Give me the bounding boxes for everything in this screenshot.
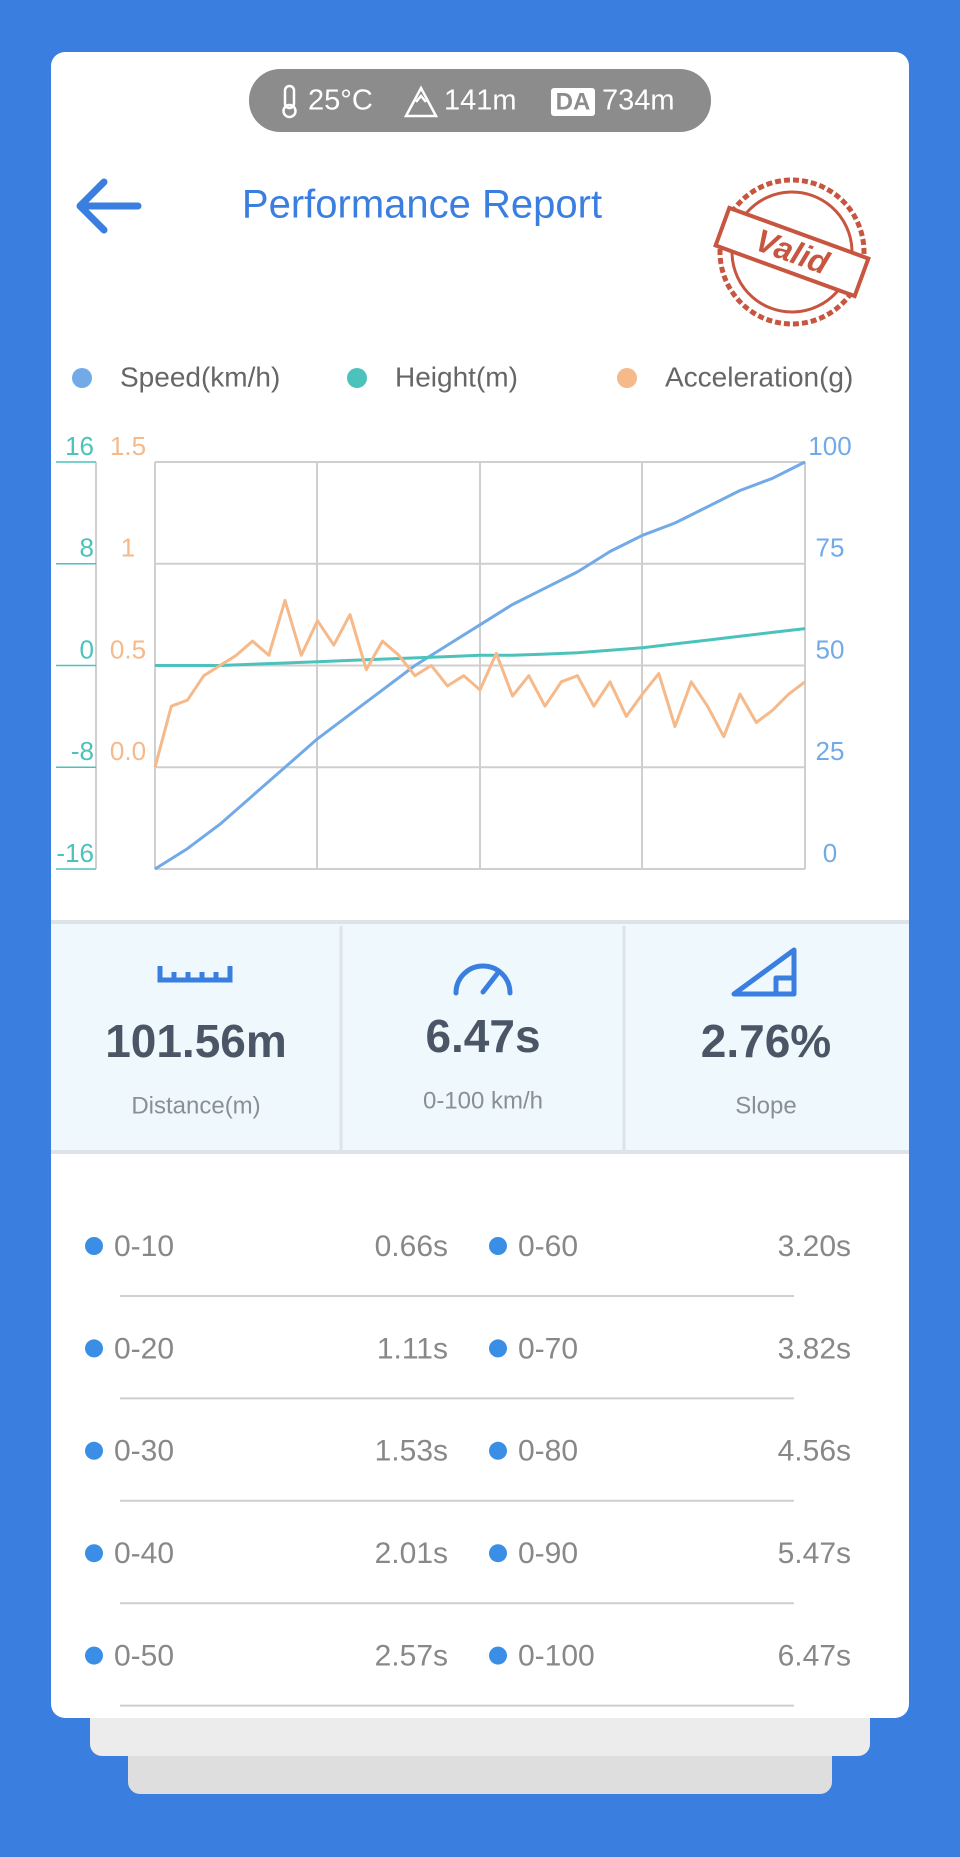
y-tick-label: 25 [816, 736, 845, 766]
speedometer-icon [453, 963, 513, 996]
y-tick-label: 50 [816, 634, 845, 664]
valid-stamp: Valid [713, 177, 871, 327]
split-table: 0-10 0.66s 0-60 3.20s 0-20 1.11s 0-70 3.82s 0-30… [85, 1230, 851, 1707]
split-time: 4.56s [778, 1435, 851, 1468]
y-tick-label: 1.5 [110, 431, 146, 461]
density-altitude: 734m [602, 85, 675, 117]
row-dot [85, 1646, 103, 1665]
stat-value: 101.56m [105, 1015, 287, 1067]
split-label: 0-30 [114, 1435, 174, 1468]
y-tick-label: 0.5 [110, 634, 146, 664]
split-label: 0-40 [114, 1537, 174, 1570]
row-dot [85, 1339, 103, 1358]
y-tick-label: 0 [823, 838, 837, 868]
card [51, 52, 909, 1718]
split-time: 1.11s [377, 1332, 448, 1365]
page-title: Performance Report [242, 183, 602, 227]
mountain-icon [403, 85, 439, 118]
y-tick-label: 100 [808, 431, 851, 461]
series-line [154, 460, 806, 871]
row-dot [489, 1339, 507, 1358]
legend-marker [72, 368, 92, 388]
split-time: 2.01s [375, 1537, 448, 1570]
split-time: 1.53s [375, 1435, 448, 1468]
row-dot [85, 1544, 103, 1563]
y-tick-label: 8 [80, 533, 94, 563]
thermometer-icon [282, 84, 297, 119]
stats-panel [51, 922, 909, 1152]
stat-label: Slope [735, 1092, 796, 1119]
y-tick-label: 75 [816, 533, 845, 563]
split-time: 5.47s [778, 1537, 851, 1570]
stat-label: Distance(m) [131, 1092, 260, 1119]
split-label: 0-70 [518, 1332, 578, 1365]
split-label: 0-100 [518, 1640, 595, 1673]
y-tick-label: 0.0 [110, 736, 146, 766]
split-label: 0-20 [114, 1332, 174, 1365]
conditions-pill [249, 69, 711, 132]
split-time: 0.66s [375, 1230, 448, 1263]
split-label: 0-50 [114, 1640, 174, 1673]
y-tick-label: 0 [80, 634, 94, 664]
row-dot [489, 1441, 507, 1460]
series-line [155, 627, 806, 667]
split-time: 2.57s [375, 1640, 448, 1673]
legend-marker [347, 368, 367, 388]
legend-label: Acceleration(g) [665, 361, 853, 392]
split-time: 6.47s [778, 1640, 851, 1673]
stats: 101.56m Distance(m) 6.47s 0-100 km/h 2.76% Sl… [105, 1010, 831, 1119]
back-button[interactable] [76, 178, 142, 234]
legend-label: Speed(km/h) [120, 361, 280, 392]
y-tick-label: -16 [56, 838, 94, 868]
da-badge-text: DA [556, 88, 591, 115]
stat-value: 6.47s [425, 1010, 540, 1062]
row-dot [489, 1544, 507, 1563]
y-tick-label: 1 [121, 533, 135, 563]
legend-marker [617, 368, 637, 388]
stat-label: 0-100 km/h [423, 1087, 543, 1114]
altitude: 141m [444, 85, 517, 117]
temperature: 25°C [308, 85, 373, 117]
da-badge [551, 88, 595, 116]
row-dot [489, 1646, 507, 1665]
split-label: 0-60 [518, 1230, 578, 1263]
chart: Speed(km/h) Height(m) Acceleration(g) 0 25 50… [56, 361, 853, 871]
legend-label: Height(m) [395, 361, 518, 392]
split-time: 3.20s [778, 1230, 851, 1263]
y-tick-label: -8 [71, 736, 94, 766]
split-label: 0-10 [114, 1230, 174, 1263]
row-dot [85, 1237, 103, 1255]
y-tick-label: 16 [65, 431, 94, 461]
split-label: 0-90 [518, 1537, 578, 1570]
split-label: 0-80 [518, 1435, 578, 1468]
stat-value: 2.76% [701, 1015, 831, 1067]
series-line [153, 598, 806, 768]
row-dot [85, 1441, 103, 1460]
slope-icon [731, 947, 797, 997]
split-time: 3.82s [778, 1332, 851, 1365]
row-dot [489, 1237, 507, 1255]
ruler-icon [157, 966, 233, 983]
